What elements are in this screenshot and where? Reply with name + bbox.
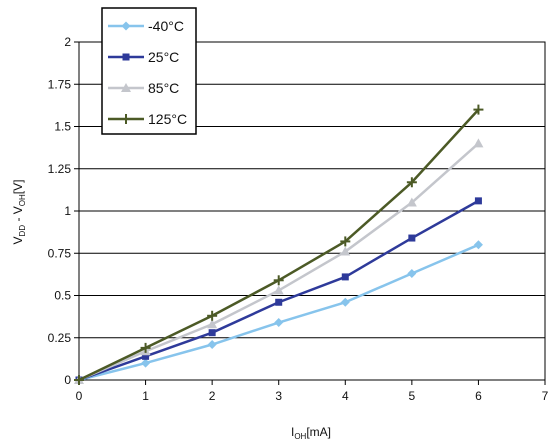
data-point-s0-4: [340, 297, 350, 307]
plot-series: [74, 104, 484, 385]
x-axis-title-unit: [mA]: [306, 425, 331, 439]
tick-labels: 0 1 2 3 4 5 6 7 0 0.25 0.5 0.75 1 1.25 1.5 1.75 2: [48, 35, 549, 403]
legend-swatch-marker-0: [121, 21, 131, 31]
legend-label-3: 125°C: [148, 111, 187, 127]
data-point-s2-5: [406, 197, 417, 207]
data-point-s1-6: [474, 197, 482, 205]
data-point-s0-5: [407, 269, 417, 279]
y-axis-title-mid: - V: [11, 206, 25, 225]
y-axis-title-sub1: DD: [18, 225, 27, 237]
y-tick-label: 2: [64, 35, 71, 49]
x-tick-label: 7: [542, 389, 549, 403]
x-axis-title-sub: OH: [294, 432, 306, 441]
data-point-s2-4: [340, 246, 351, 256]
data-point-s3-1: [140, 342, 151, 353]
data-point-s1-3: [275, 298, 283, 306]
legend-swatch-marker-1: [122, 53, 130, 61]
y-tick-label: 1: [64, 204, 71, 218]
x-tick-label: 3: [275, 389, 282, 403]
y-tick-label: 0.25: [48, 331, 72, 345]
y-tick-label: 1.75: [48, 77, 72, 91]
x-tick-label: 5: [409, 389, 416, 403]
x-tick-label: 0: [76, 389, 83, 403]
y-tick-label: 0.75: [48, 246, 72, 260]
legend-label-1: 25°C: [148, 49, 179, 65]
legend-label-0: -40°C: [148, 18, 184, 34]
data-point-s1-4: [341, 273, 349, 281]
legend-label-2: 85°C: [148, 80, 179, 96]
y-axis-title-v1: V: [11, 236, 25, 244]
data-point-s3-2: [207, 310, 218, 321]
y-axis-title-unit: [V]: [11, 180, 25, 195]
data-point-s0-1: [141, 358, 151, 368]
data-point-s3-4: [340, 236, 351, 247]
series-line-2: [78, 142, 480, 382]
legend: -40°C 25°C 85°C 125°C: [101, 7, 197, 135]
data-point-s2-3: [273, 285, 284, 295]
x-axis-title-main: I: [291, 425, 294, 439]
y-tick-label: 1.5: [54, 120, 71, 134]
data-point-s1-1: [142, 352, 150, 360]
legend-swatch-marker-2: [121, 83, 131, 92]
x-tick-label: 4: [342, 389, 349, 403]
legend-box: [101, 7, 197, 135]
y-tick-label: 0.5: [54, 289, 71, 303]
x-axis-title: IOH[mA]: [291, 425, 331, 441]
data-point-s3-6: [473, 104, 484, 115]
data-point-s0-6: [473, 240, 483, 250]
y-tick-label: 1.25: [48, 162, 72, 176]
y-axis-title: VDD - VOH[V]: [11, 180, 27, 245]
data-point-s3-5: [406, 177, 417, 188]
y-axis-title-sub2: OH: [18, 194, 27, 206]
series-line-3: [78, 108, 480, 382]
data-point-s1-2: [208, 329, 216, 337]
legend-swatch-marker-3: [121, 114, 131, 124]
x-tick-label: 1: [142, 389, 149, 403]
data-point-s1-5: [408, 234, 416, 242]
y-tick-label: 0: [64, 373, 71, 387]
data-point-s0-3: [274, 318, 284, 328]
x-tick-label: 2: [209, 389, 216, 403]
data-point-s3-0: [74, 375, 84, 385]
x-tick-label: 6: [475, 389, 482, 403]
data-point-s2-6: [473, 138, 484, 148]
data-point-s2-2: [207, 319, 218, 329]
data-point-s0-2: [207, 340, 217, 350]
data-point-s3-3: [273, 275, 284, 286]
axes: [74, 41, 546, 385]
